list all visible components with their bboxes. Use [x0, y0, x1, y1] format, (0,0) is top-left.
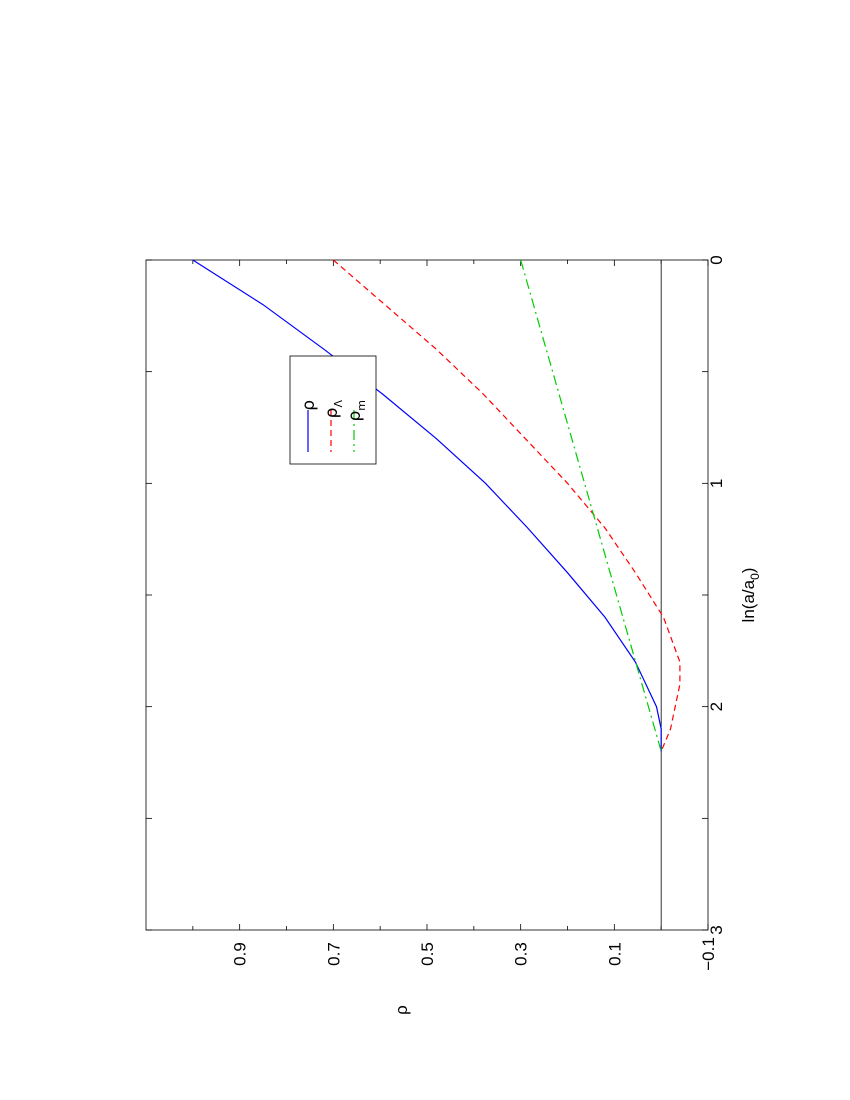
x-axis-title-sub: 0 — [748, 573, 762, 580]
plot-frame — [145, 259, 709, 931]
x-tick-label: 2 — [707, 702, 726, 711]
y-tick-label: 0.3 — [512, 942, 531, 966]
x-axis-title-main: ln(a/a — [739, 579, 758, 622]
legend-label-2: ρm — [345, 400, 368, 422]
legend-label-0: ρ — [299, 400, 319, 411]
y-axis-title: ρ — [392, 1005, 411, 1015]
legend-box — [289, 355, 377, 465]
y-tick-label: 0.1 — [605, 942, 624, 966]
legend-label-sub: m — [355, 400, 368, 411]
x-axis-title: ln(a/a0) — [739, 568, 762, 623]
y-tick-label: 0.9 — [231, 942, 250, 966]
x-tick-label: 1 — [707, 479, 726, 488]
x-tick-label: 0 — [707, 255, 726, 264]
legend-label-1: ρΛ — [322, 400, 345, 419]
legend-label-main: ρ — [345, 411, 365, 422]
x-axis-title-close: ) — [739, 568, 758, 574]
legend-label-main: ρ — [299, 400, 319, 411]
y-tick-label: 0.5 — [418, 942, 437, 966]
series-line-0 — [192, 259, 662, 752]
legend-label-main: ρ — [322, 408, 342, 419]
y-tick-label: −0.1 — [699, 937, 718, 971]
series-line-2 — [520, 259, 662, 752]
legend-label-sub: Λ — [332, 400, 345, 408]
y-tick-label: 0.7 — [324, 942, 343, 966]
x-tick-label: 3 — [707, 925, 726, 934]
